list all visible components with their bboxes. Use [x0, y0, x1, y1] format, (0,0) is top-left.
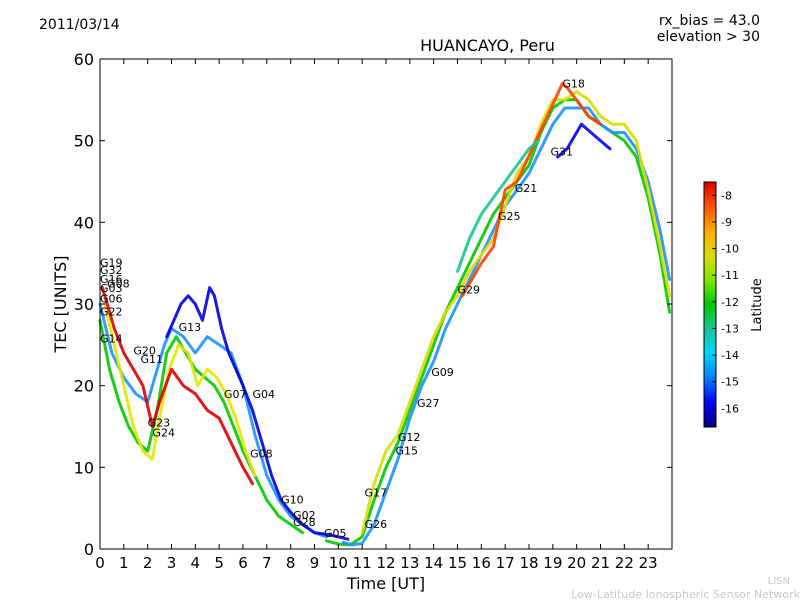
- x-tick-label: 1: [119, 554, 129, 572]
- y-tick-label: 30: [74, 295, 94, 314]
- x-tick-label: 8: [286, 554, 296, 572]
- prn-label: G24: [152, 426, 175, 439]
- colorbar-tick-label: -8: [721, 189, 732, 202]
- series-line-early-pass-C: [165, 286, 350, 541]
- prn-label: G12: [398, 431, 421, 444]
- rx-bias-label: rx_bias = 43.0: [658, 13, 760, 29]
- chart-title: HUANCAYO, Peru: [420, 36, 555, 55]
- prn-label: G08: [250, 448, 273, 461]
- series-line-late-pass-A: [324, 98, 672, 547]
- x-tick-label: 9: [310, 554, 320, 572]
- plot-frame: [99, 58, 673, 550]
- date-label: 2011/03/14: [39, 17, 120, 33]
- x-tick-label: 10: [329, 554, 348, 572]
- prn-label: G28: [293, 516, 316, 529]
- x-tick-label: 15: [448, 554, 467, 572]
- series-line-early-pass-A: [98, 302, 328, 539]
- x-tick-label: 2: [143, 554, 153, 572]
- y-tick-label: 40: [74, 213, 94, 232]
- prn-label: G25: [498, 210, 521, 223]
- colorbar-tick-label: -13: [721, 322, 739, 335]
- prn-label: G09: [431, 366, 454, 379]
- prn-label: G22: [100, 305, 123, 318]
- prn-label: G04: [253, 388, 276, 401]
- prn-label: G29: [458, 283, 481, 296]
- prn-label: G14: [100, 332, 123, 345]
- prn-label: G32: [100, 264, 123, 277]
- elevation-label: elevation > 30: [656, 29, 760, 45]
- prn-label: G31: [550, 145, 573, 158]
- x-tick-label: 20: [567, 554, 586, 572]
- x-tick-label: 18: [519, 554, 538, 572]
- y-tick-label: 50: [74, 132, 94, 151]
- x-tick-label: 22: [615, 554, 634, 572]
- y-tick-label: 10: [74, 458, 94, 477]
- x-tick-label: 4: [191, 554, 201, 572]
- x-tick-label: 14: [424, 554, 443, 572]
- watermark-short: LISN: [767, 576, 790, 587]
- x-tick-label: 13: [400, 554, 419, 572]
- colorbar-tick-label: -16: [721, 402, 739, 415]
- colorbar-tick-label: -15: [721, 376, 739, 389]
- series-line-early-pass-E: [100, 286, 254, 486]
- prn-label: G13: [179, 321, 202, 334]
- y-tick-label: 0: [84, 540, 94, 559]
- colorbar-tick-label: -12: [721, 296, 739, 309]
- x-tick-label: 5: [214, 554, 224, 572]
- x-tick-label: 6: [238, 554, 248, 572]
- series-line-early-pass-B: [98, 318, 305, 535]
- prn-label: G21: [515, 182, 538, 195]
- prn-label: G23: [148, 417, 171, 430]
- colorbar-tick-label: -14: [721, 349, 739, 362]
- prn-labels: G18G31G21G25G29G09G27G12G15G17G26G05G28G…: [100, 78, 585, 540]
- x-tick-label: 7: [262, 554, 272, 572]
- x-tick-label: 12: [376, 554, 395, 572]
- x-tick-label: 3: [167, 554, 177, 572]
- x-tick-label: 21: [591, 554, 610, 572]
- prn-label: G27: [417, 397, 440, 410]
- watermark-long: Low-Latitude Ionospheric Sensor Network: [571, 588, 800, 601]
- y-axis: 0 10 20 30 40 50 60: [74, 50, 672, 559]
- prn-label: G05: [324, 527, 347, 540]
- prn-label: G17: [365, 487, 388, 500]
- y-tick-label: 60: [74, 50, 94, 69]
- x-tick-label: 0: [95, 554, 105, 572]
- prn-label: G26: [365, 518, 388, 531]
- prn-label: G20: [133, 345, 156, 358]
- colorbar: [703, 181, 717, 428]
- y-tick-label: 20: [74, 377, 94, 396]
- x-axis-label: Time [UT]: [346, 574, 425, 593]
- x-tick-label: 11: [353, 554, 372, 572]
- prn-label: G08: [107, 278, 130, 291]
- prn-label: G15: [396, 444, 419, 457]
- colorbar-tick-label: -9: [721, 216, 732, 229]
- series-line-late-pass-E: [460, 82, 602, 298]
- colorbar-tick-label: -11: [721, 269, 739, 282]
- x-tick-label: 19: [543, 554, 562, 572]
- prn-label: G06: [100, 292, 123, 305]
- x-tick-label: 23: [639, 554, 658, 572]
- prn-label: G16: [100, 273, 123, 286]
- series-line-early-pass-D: [103, 302, 257, 477]
- x-tick-label: 16: [472, 554, 491, 572]
- series-line-late-pass-F: [456, 139, 540, 273]
- colorbar-label: Latitude: [750, 278, 765, 332]
- series-line-late-pass-C: [360, 90, 672, 535]
- prn-label: G10: [281, 493, 304, 506]
- colorbar-ticks: -8 -9 -10 -11 -12 -13 -14 -15 -16: [712, 189, 739, 415]
- series-line-late-pass-D: [556, 122, 612, 159]
- x-tick-label: 17: [496, 554, 515, 572]
- series-layer: [98, 82, 672, 547]
- prn-label: G19: [100, 256, 123, 269]
- prn-label: G18: [562, 78, 585, 91]
- colorbar-tick-label: -10: [721, 243, 739, 256]
- prn-label: G07: [224, 388, 247, 401]
- y-axis-label: TEC [UNITS]: [51, 256, 70, 354]
- prn-label: G02: [293, 509, 316, 522]
- prn-label: G03: [100, 282, 123, 295]
- series-line-late-pass-B: [341, 106, 672, 547]
- prn-label: G11: [141, 353, 164, 366]
- x-axis: 0 1 2 3 4 5 6 7 8 9 10 11 12 13 14 15 16 17 18 19 20 21 22 23: [95, 59, 658, 572]
